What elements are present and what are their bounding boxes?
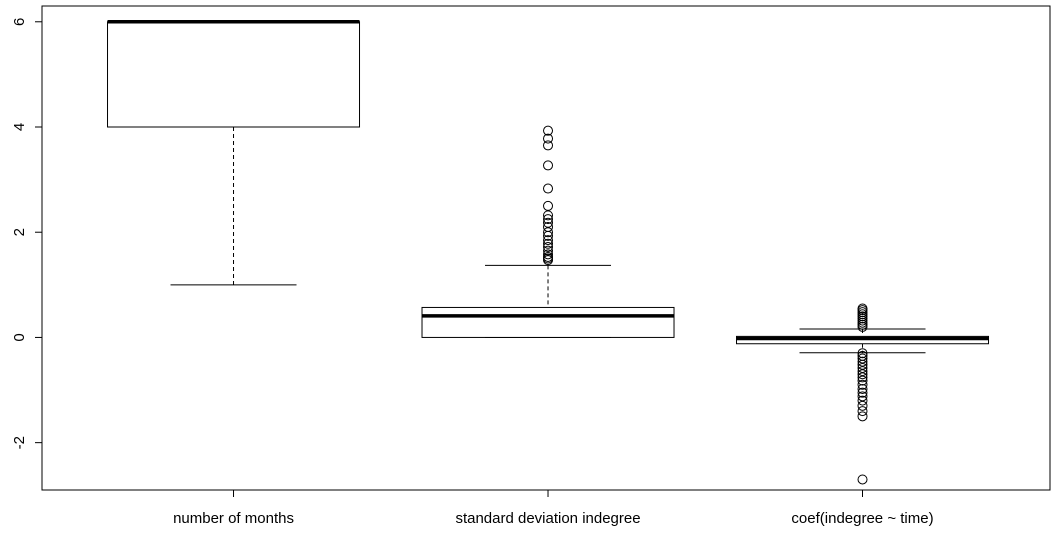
x-tick-label: number of months [173,510,294,527]
y-tick-label: 2 [11,228,28,236]
outlier-point [543,251,554,262]
outlier-point [857,303,868,314]
outlier-point [857,411,868,422]
outlier-point [857,372,868,383]
outlier-point [543,238,554,249]
y-axis: -2 0 2 4 6 [11,18,43,449]
outlier-point [857,406,868,417]
y-tick-label: 4 [11,123,28,131]
x-tick-label: standard deviation indegree [455,510,640,527]
outlier-point [543,245,554,256]
outlier-point [857,379,868,390]
outlier-point [543,133,554,144]
outlier-point [543,235,554,246]
x-axis: number of months standard deviation indeg… [173,489,934,527]
box-iqr [107,21,361,128]
outlier-point [543,217,554,228]
outlier-point [543,214,554,225]
outlier-point [543,183,554,194]
outlier-point [857,387,868,398]
outlier-point [543,160,554,171]
outlier-point [543,249,554,260]
box-group [736,303,990,485]
y-tick-label: -2 [11,436,28,449]
box-group [421,125,675,338]
y-tick-label: 0 [11,333,28,341]
outlier-point [543,241,554,252]
outlier-point [857,375,868,386]
outlier-point [543,200,554,211]
outlier-point [543,140,554,151]
box-group [107,20,361,286]
y-tick-label: 6 [11,18,28,26]
outlier-point [543,125,554,136]
box-series [107,20,990,485]
outlier-point [857,400,868,411]
outlier-point [857,395,868,406]
outlier-point [857,348,868,359]
x-tick-label: coef(indegree ~ time) [791,510,933,527]
outlier-point [857,474,868,485]
outlier-point [857,383,868,394]
outlier-point [857,369,868,380]
outlier-point [543,221,554,232]
box-iqr [421,306,675,338]
